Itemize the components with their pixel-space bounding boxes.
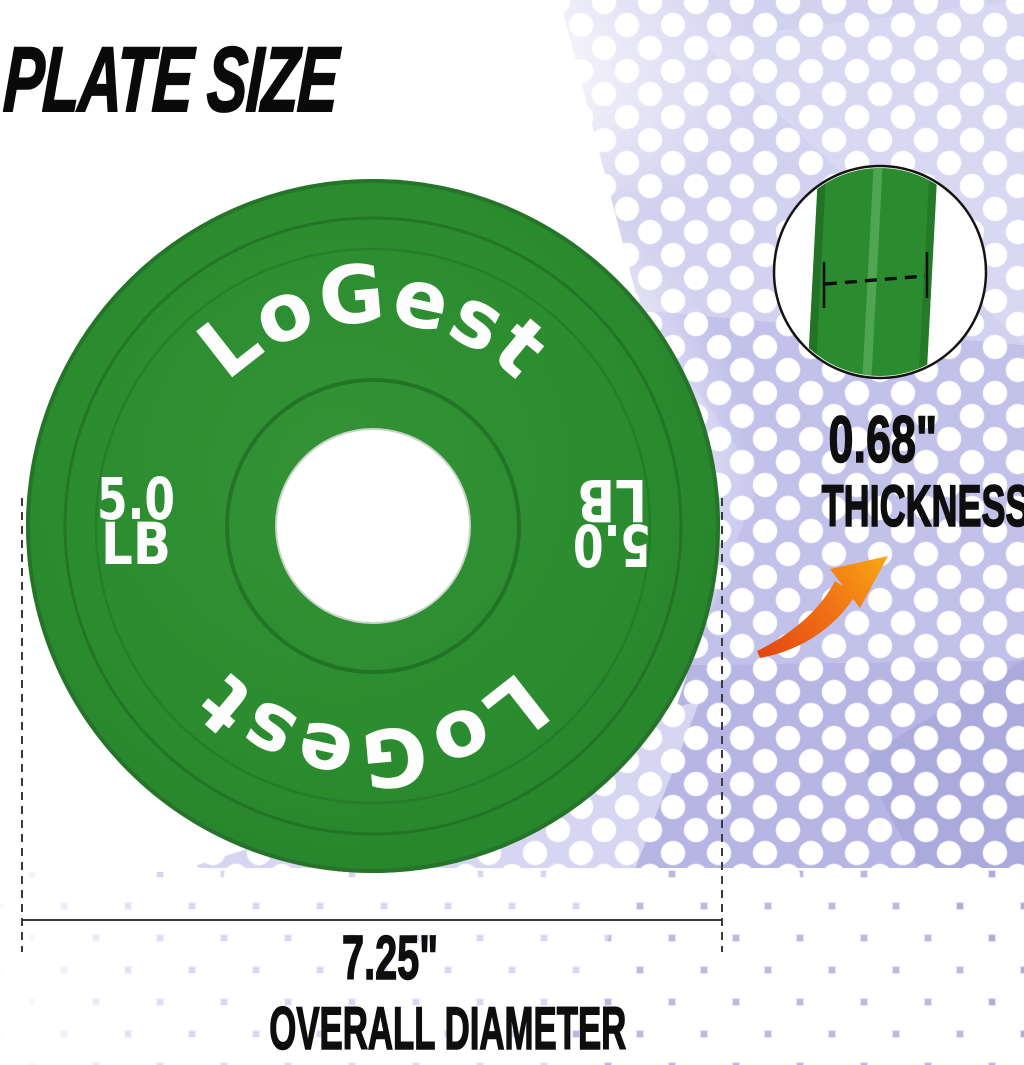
weight-label-right-group: 5.0 LB bbox=[573, 466, 651, 579]
weight-value-right: 5.0 bbox=[573, 511, 651, 579]
arrow-head bbox=[830, 556, 888, 608]
thickness-label: THICKNESS bbox=[821, 474, 1024, 539]
plate-edge-shade-left bbox=[805, 168, 828, 376]
thickness-measure-line bbox=[824, 274, 926, 286]
weight-unit-right: LB bbox=[577, 466, 647, 534]
inset-content bbox=[805, 168, 939, 376]
diameter-callout: 7.25" OVERALL DIAMETER bbox=[140, 924, 640, 1062]
weight-value-left: 5.0 bbox=[97, 465, 175, 533]
weight-unit-left: LB bbox=[101, 510, 171, 578]
plate-rim bbox=[26, 179, 720, 873]
thickness-inset bbox=[772, 164, 988, 380]
weight-plate: LoGest LoGest 5.0 LB 5.0 LB bbox=[26, 179, 720, 873]
plate-groove-outer bbox=[63, 216, 683, 836]
plate-center-hole bbox=[275, 428, 471, 624]
thickness-value: 0.68" bbox=[828, 402, 938, 476]
curved-arrow-icon bbox=[757, 556, 888, 658]
diameter-dimension bbox=[21, 498, 723, 952]
thickness-callout: 0.68" THICKNESS bbox=[758, 402, 1024, 536]
arrow-body bbox=[757, 581, 856, 658]
diameter-label: OVERALL DIAMETER bbox=[269, 995, 627, 1062]
plate-groove-inner bbox=[94, 247, 652, 805]
diameter-value: 7.25" bbox=[341, 924, 439, 993]
plate-hub-ring bbox=[225, 378, 521, 674]
